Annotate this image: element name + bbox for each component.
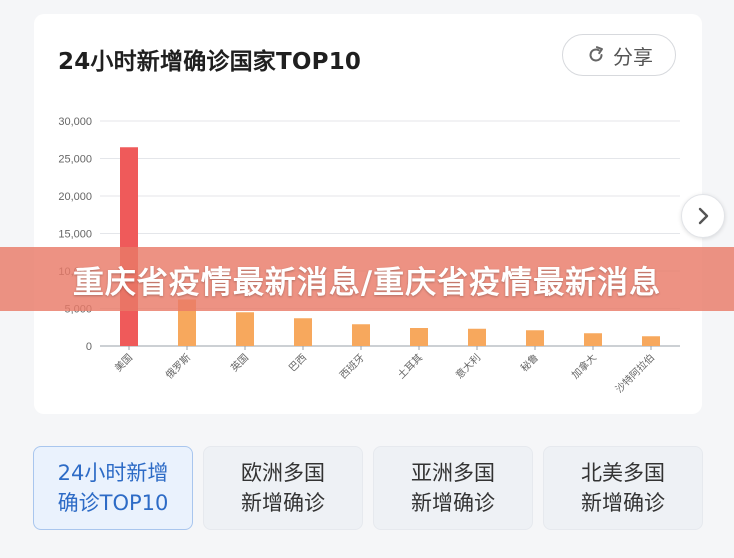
tab-label-line1: 欧洲多国 bbox=[241, 461, 325, 485]
tab-label-line1: 亚洲多国 bbox=[411, 461, 495, 485]
bar-1[interactable] bbox=[178, 299, 196, 347]
bar-9[interactable] bbox=[642, 336, 660, 346]
share-button[interactable]: 分享 bbox=[562, 34, 676, 76]
bar-6[interactable] bbox=[468, 328, 486, 346]
tab-label-line1: 北美多国 bbox=[581, 461, 665, 485]
share-icon bbox=[589, 46, 603, 62]
banner-text: 重庆省疫情最新消息/重庆省疫情最新消息 bbox=[72, 264, 662, 301]
overlay-banner: 重庆省疫情最新消息/重庆省疫情最新消息 bbox=[0, 247, 734, 311]
tab-label-line2: 确诊TOP10 bbox=[57, 491, 169, 515]
x-tick-label: 英国 bbox=[228, 351, 251, 374]
tab-label-line2: 新增确诊 bbox=[581, 491, 665, 515]
tab-label-line2: 新增确诊 bbox=[411, 491, 495, 515]
next-chart-button[interactable] bbox=[681, 194, 725, 238]
bar-chart: 05,00010,00015,00020,00025,00030,000美国俄罗… bbox=[58, 116, 680, 396]
x-tick-label: 美国 bbox=[112, 351, 135, 374]
y-tick-label: 0 bbox=[86, 341, 92, 353]
chart-card: 24小时新增确诊国家TOP10 分享 bbox=[34, 14, 702, 414]
bar-8[interactable] bbox=[584, 333, 602, 346]
tab-north-america[interactable]: 北美多国 新增确诊 bbox=[543, 446, 703, 530]
y-tick-label: 15,000 bbox=[58, 229, 92, 241]
tab-europe[interactable]: 欧洲多国 新增确诊 bbox=[203, 446, 363, 530]
bar-4[interactable] bbox=[352, 324, 370, 346]
tab-asia[interactable]: 亚洲多国 新增确诊 bbox=[373, 446, 533, 530]
x-tick-label: 土耳其 bbox=[395, 351, 425, 381]
x-tick-label: 意大利 bbox=[453, 351, 483, 381]
x-tick-label: 俄罗斯 bbox=[163, 351, 193, 381]
bar-3[interactable] bbox=[294, 318, 312, 346]
tab-label-line1: 24小时新增 bbox=[57, 461, 169, 485]
tab-bar: 24小时新增 确诊TOP10 欧洲多国新增确诊 亚洲多国新增确诊 北美多国新增确诊 bbox=[33, 446, 703, 530]
chevron-right-icon bbox=[698, 207, 709, 225]
x-tick-label: 加拿大 bbox=[569, 351, 599, 381]
bar-2[interactable] bbox=[236, 312, 254, 346]
y-tick-label: 20,000 bbox=[58, 191, 92, 203]
chart-title: 24小时新增确诊国家TOP10 bbox=[58, 49, 362, 75]
tab-top10[interactable]: 24小时新增 确诊TOP10 bbox=[33, 446, 193, 530]
y-tick-label: 30,000 bbox=[58, 116, 92, 128]
x-tick-label: 沙特阿拉伯 bbox=[613, 351, 658, 396]
tab-label-line2: 新增确诊 bbox=[241, 491, 325, 515]
x-tick-label: 巴西 bbox=[286, 352, 309, 375]
x-tick-label: 秘鲁 bbox=[518, 351, 541, 374]
y-tick-label: 25,000 bbox=[58, 154, 92, 166]
bar-7[interactable] bbox=[526, 330, 544, 346]
x-tick-label: 西班牙 bbox=[337, 352, 367, 382]
share-label: 分享 bbox=[613, 44, 653, 69]
bar-5[interactable] bbox=[410, 328, 428, 346]
